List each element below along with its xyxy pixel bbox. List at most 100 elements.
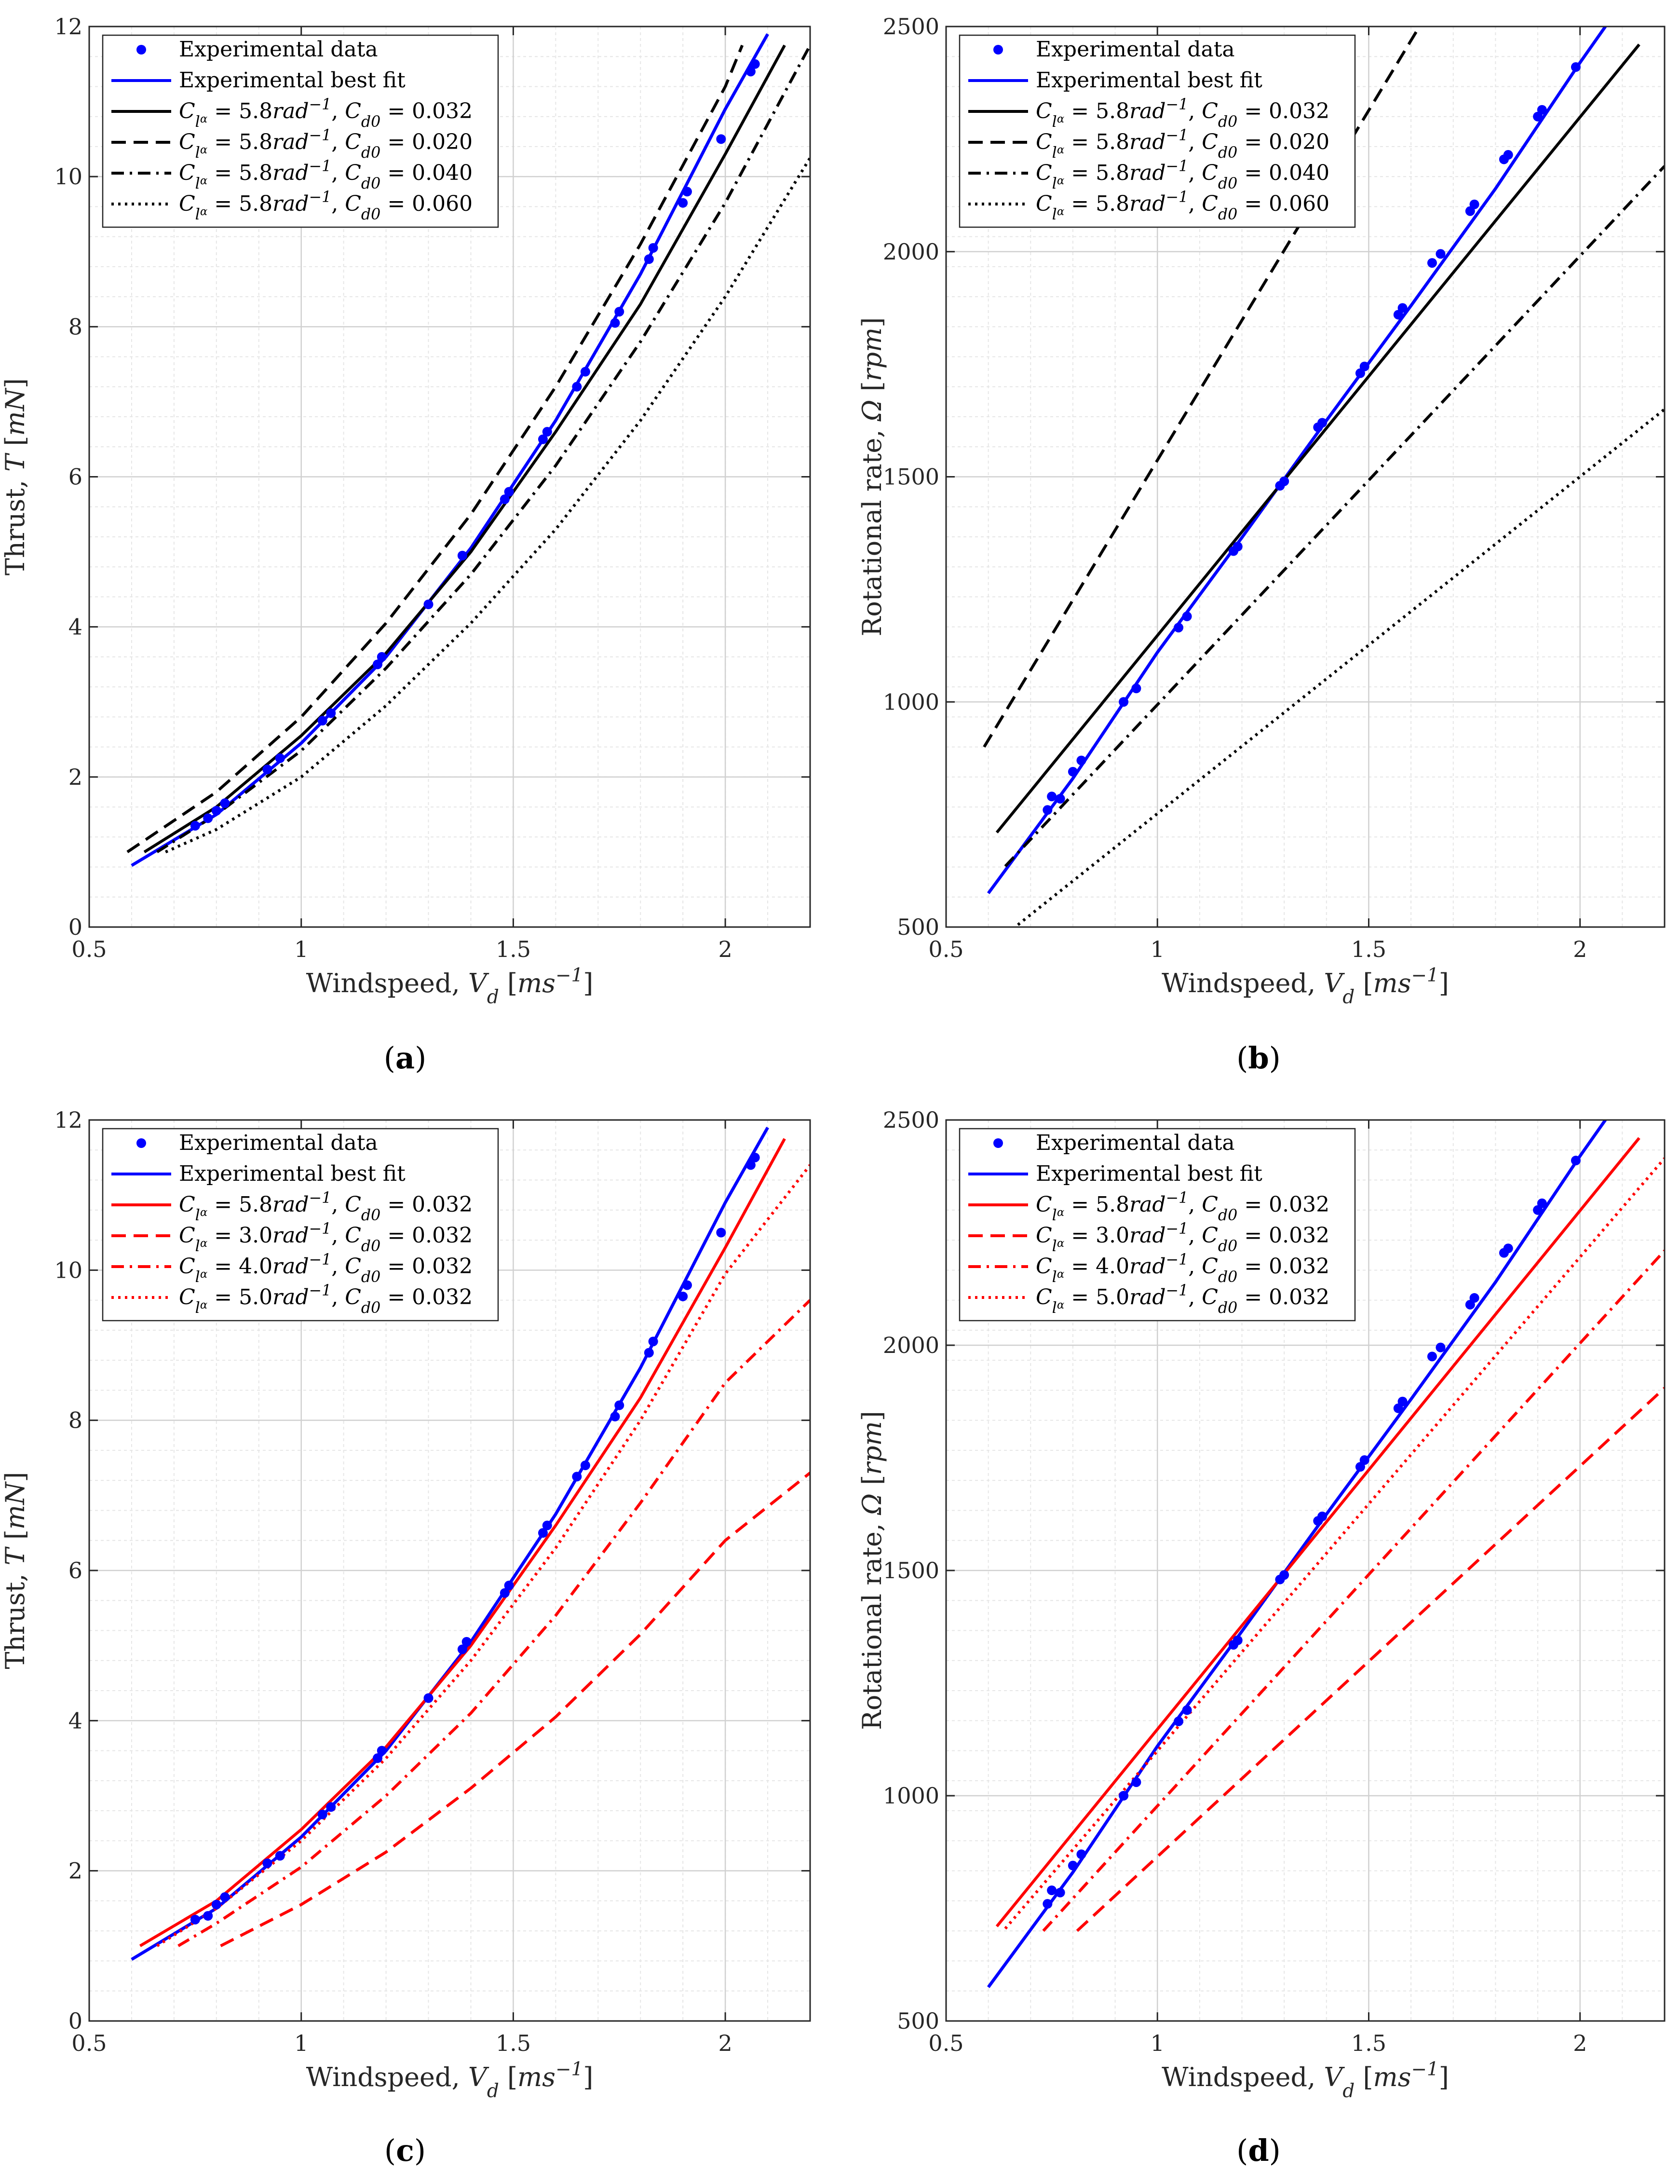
data-point — [745, 67, 756, 77]
data-point — [716, 134, 726, 144]
y-tick-label: 0 — [68, 2008, 82, 2034]
data-point — [1076, 1849, 1086, 1859]
data-point — [1359, 1455, 1369, 1465]
legend-label: Experimental best fit — [179, 1161, 406, 1186]
legend-label: Experimental data — [179, 1131, 378, 1155]
y-tick-label: 1500 — [883, 1557, 939, 1583]
chart-panel-1: 0.5 1 1.5 2 0 2 4 6 8 10 12 Windspeed, Vd [ms−1] Thr… — [0, 14, 811, 1076]
legend-label: Clα = 3.0rad−1, Cd0 = 0.032 — [1036, 1220, 1329, 1255]
x-tick-label: 1.5 — [496, 936, 531, 962]
data-point — [1182, 611, 1192, 621]
y-tick-label: 10 — [54, 1257, 82, 1283]
data-point — [220, 1892, 230, 1902]
data-point — [1571, 1156, 1581, 1166]
legend-item-4: Clα = 4.0rad−1, Cd0 = 0.032 — [968, 1251, 1329, 1286]
panel-label: (a) — [384, 1040, 427, 1076]
legend-marker — [136, 45, 146, 55]
legend-label: Experimental data — [179, 37, 378, 62]
legend-item-5: Clα = 5.8rad−1, Cd0 = 0.060 — [111, 189, 473, 223]
series-line-2 — [139, 1138, 786, 1947]
y-tick-label: 4 — [68, 1707, 82, 1734]
data-point — [326, 1802, 336, 1812]
y-tick-label: 12 — [54, 14, 82, 40]
legend: Experimental data Experimental best fit Cl… — [959, 1128, 1356, 1322]
data-point — [373, 659, 382, 669]
series-layer — [126, 33, 810, 867]
legend-label: Clα = 5.8rad−1, Cd0 = 0.032 — [179, 1189, 473, 1224]
data-point — [1119, 697, 1129, 707]
legend-item-1: Experimental best fit — [111, 68, 406, 93]
legend-label: Clα = 5.0rad−1, Cd0 = 0.032 — [179, 1282, 473, 1317]
legend-label: Clα = 5.8rad−1, Cd0 = 0.060 — [179, 189, 473, 223]
data-point — [190, 1914, 200, 1925]
x-tick-label: 1 — [1151, 936, 1165, 962]
y-tick-label: 2 — [68, 1858, 82, 1884]
data-point — [317, 1809, 327, 1819]
legend-item-0: Experimental data — [993, 1131, 1235, 1155]
legend-item-1: Experimental best fit — [111, 1161, 406, 1186]
data-point — [1436, 249, 1446, 259]
legend-label: Experimental best fit — [179, 68, 406, 93]
y-axis-label: Thrust, T [mN] — [0, 1472, 30, 1669]
x-axis-label: Windspeed, Vd [ms−1] — [306, 2059, 594, 2102]
data-point — [1047, 792, 1057, 802]
panel-label: (d) — [1236, 2133, 1281, 2168]
data-point — [542, 1520, 552, 1530]
data-point — [1397, 1396, 1408, 1406]
series-layer — [131, 1127, 810, 1961]
series-line-2 — [995, 43, 1640, 833]
series-line-3 — [220, 1472, 810, 1947]
series-line-5 — [1004, 1157, 1665, 1930]
data-point — [504, 1581, 514, 1591]
x-axis-label: Windspeed, Vd [ms−1] — [1162, 965, 1449, 1008]
data-point — [262, 764, 272, 775]
legend-item-0: Experimental data — [993, 37, 1235, 62]
data-point — [203, 813, 213, 823]
data-point — [614, 1400, 624, 1410]
legend-label: Clα = 5.8rad−1, Cd0 = 0.032 — [179, 96, 473, 131]
data-point — [1055, 1887, 1065, 1897]
legend-item-3: Clα = 3.0rad−1, Cd0 = 0.032 — [968, 1220, 1329, 1255]
data-point — [580, 367, 590, 377]
data-point — [538, 1528, 548, 1538]
legend-item-3: Clα = 3.0rad−1, Cd0 = 0.032 — [111, 1220, 473, 1255]
data-point — [1233, 1635, 1243, 1645]
data-point — [1068, 766, 1078, 777]
panel-label: (b) — [1236, 1040, 1281, 1076]
x-tick-label: 2 — [1573, 2030, 1587, 2056]
legend-item-3: Clα = 5.8rad−1, Cd0 = 0.020 — [111, 127, 473, 162]
data-point — [1076, 755, 1086, 765]
series-line-4 — [1004, 165, 1665, 868]
data-point — [745, 1160, 756, 1170]
x-tick-label: 0.5 — [928, 936, 963, 962]
legend-label: Clα = 5.8rad−1, Cd0 = 0.032 — [1036, 1189, 1329, 1224]
legend-label: Clα = 5.0rad−1, Cd0 = 0.032 — [1036, 1282, 1329, 1317]
data-point — [1043, 1899, 1053, 1909]
legend-label: Clα = 5.8rad−1, Cd0 = 0.020 — [1036, 127, 1329, 162]
y-tick-label: 6 — [68, 1557, 82, 1583]
data-point — [682, 1280, 692, 1290]
legend-label: Clα = 4.0rad−1, Cd0 = 0.032 — [1036, 1251, 1329, 1286]
series-layer — [983, 27, 1665, 926]
data-point — [275, 1851, 285, 1861]
series-line-2 — [995, 1137, 1640, 1927]
data-point — [1131, 1777, 1141, 1787]
data-point — [1279, 1570, 1289, 1580]
x-axis-label: Windspeed, Vd [ms−1] — [1162, 2059, 1449, 2102]
data-point — [1436, 1342, 1446, 1352]
series-layer — [987, 1120, 1665, 1988]
data-point — [1397, 303, 1408, 313]
data-point — [678, 198, 688, 208]
legend-box — [959, 34, 1356, 228]
y-tick-label: 1500 — [883, 464, 939, 490]
legend-label: Clα = 3.0rad−1, Cd0 = 0.032 — [179, 1220, 473, 1255]
y-tick-label: 0 — [68, 914, 82, 940]
y-tick-label: 1000 — [883, 1783, 939, 1809]
data-point — [1571, 62, 1581, 72]
data-point — [610, 318, 620, 328]
data-point — [423, 1693, 434, 1703]
data-point — [1317, 1511, 1328, 1521]
y-axis-label: Rotational rate, Ω [rpm] — [857, 317, 887, 637]
legend-label: Clα = 5.8rad−1, Cd0 = 0.020 — [179, 127, 473, 162]
